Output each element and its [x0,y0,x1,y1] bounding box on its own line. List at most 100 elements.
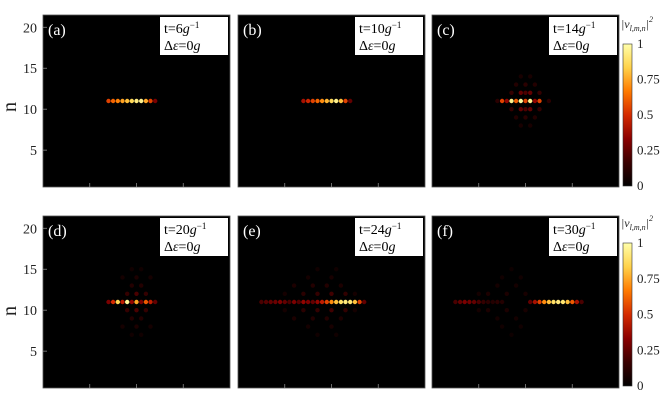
annotation-box [355,218,423,256]
y-tick-label: 10 [23,304,37,319]
y-tick-label: 5 [30,144,37,159]
data-point [528,107,533,112]
data-point [153,98,158,104]
data-point [556,299,561,305]
data-point [565,299,570,305]
data-point [148,324,153,329]
data-point [476,299,481,305]
detuning-annotation: Δε=0g [164,240,200,255]
data-point [495,299,500,305]
data-point [528,123,533,128]
data-point [129,332,134,337]
data-point [499,98,505,104]
y-tick-label: 15 [23,62,37,77]
data-point [310,316,315,321]
data-point [348,299,353,305]
data-point [120,275,125,280]
data-point [523,308,528,313]
data-point [143,291,149,296]
data-point [143,308,149,313]
data-point [457,299,463,305]
data-point [513,115,519,120]
panel-label: (c) [437,22,455,39]
data-point [324,299,329,305]
data-point [305,275,311,280]
data-point [296,299,301,305]
data-point [129,283,134,288]
detuning-annotation: Δε=0g [164,39,200,54]
data-point [532,98,538,104]
panel-label: (e) [243,223,261,240]
data-point [542,299,547,305]
data-point [352,308,358,313]
data-point [305,299,311,305]
colorbar-2: 0 0.25 0.5 0.75 1 |vl,m,n|2 [621,214,660,393]
data-point [546,98,552,104]
colorbar-title: |vl,m,n|2 [621,15,653,33]
data-point [282,299,287,305]
data-point [495,98,500,104]
colorbar-tick-label: 0.5 [637,307,653,322]
data-point [134,324,139,329]
time-annotation: t=30g−1 [553,221,595,238]
data-point [310,283,315,288]
colorbar-gradient [622,43,633,187]
data-point [343,291,348,296]
data-point [334,98,339,104]
panel-c: (c) t=14g−1 Δε=0g [431,14,620,188]
y-tick-label: 20 [23,222,37,237]
data-point [485,308,491,313]
data-point [523,82,528,87]
data-point [315,267,320,272]
panel-b: (b) t=10g−1 Δε=0g [237,14,426,188]
data-point [513,283,519,288]
data-point [134,308,139,313]
data-point [268,299,273,305]
data-point [362,299,367,305]
annotation-box [549,218,617,256]
data-point [259,299,264,305]
data-point [537,299,542,305]
data-point [476,291,481,296]
time-annotation: t=10g−1 [359,20,401,37]
y-axis-label-top: n [0,102,21,112]
panel-label: (d) [48,223,67,240]
data-point [485,291,491,296]
data-point [528,90,533,96]
data-point [139,299,144,305]
data-point [537,98,542,104]
data-point [291,283,297,288]
data-point [509,98,514,104]
data-point [523,107,528,112]
panel-e: (e) t=24g−1 Δε=0g [237,215,426,389]
data-point [301,291,306,296]
data-point [523,98,528,104]
data-point [537,107,542,112]
data-point [143,299,149,305]
data-point [343,98,348,104]
detuning-annotation: Δε=0g [359,240,395,255]
y-tick-label: 5 [30,345,37,360]
panel-f: (f) t=30g−1 Δε=0g [431,215,620,389]
data-point [301,308,306,313]
data-point [528,74,533,79]
time-annotation: t=24g−1 [359,221,401,238]
panel-label: (b) [243,22,262,39]
data-point [471,299,477,305]
data-point [134,275,139,280]
data-point [329,291,334,296]
data-point [462,299,467,305]
data-point [148,98,153,104]
data-point [134,98,139,104]
data-point [134,291,139,296]
data-point [523,291,528,296]
panel-d: (d) t=20g−1 Δε=0g [42,215,231,389]
data-point [504,308,509,313]
data-point [513,98,519,104]
time-value: 10 [371,22,385,37]
colorbar-tick-label: 0.5 [637,107,653,122]
data-point [504,291,509,296]
colorbars: 0 0.25 0.5 0.75 1 |vl,m,n|2 0 0.25 0.5 0.75 1 |vl,m… [621,15,660,393]
data-point [263,299,269,305]
